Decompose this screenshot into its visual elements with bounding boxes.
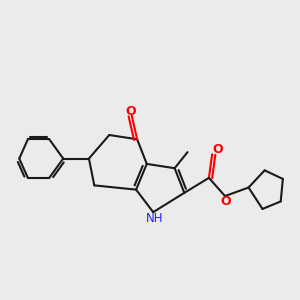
Text: NH: NH <box>146 212 163 225</box>
Text: O: O <box>221 195 231 208</box>
Text: O: O <box>125 105 136 118</box>
Text: O: O <box>212 143 223 157</box>
